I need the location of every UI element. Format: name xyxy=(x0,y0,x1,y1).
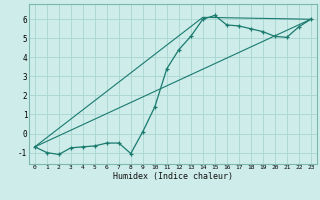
X-axis label: Humidex (Indice chaleur): Humidex (Indice chaleur) xyxy=(113,172,233,181)
